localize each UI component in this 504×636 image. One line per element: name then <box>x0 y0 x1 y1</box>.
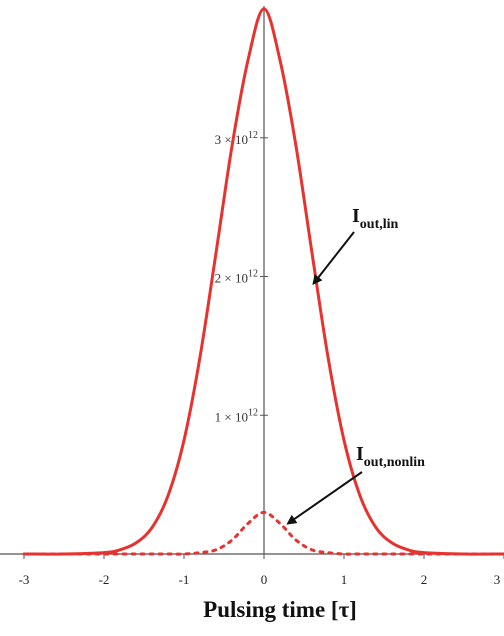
annotation-lin-arrow <box>312 231 355 286</box>
series-lin-line <box>23 7 504 556</box>
annotation-lin-label: Iout,lin <box>352 205 399 232</box>
x-tick-label: 1 <box>341 572 348 587</box>
x-tick-label: -3 <box>19 572 30 587</box>
series-nonlin-line <box>22 510 504 556</box>
x-tick-label: 3 <box>494 572 501 587</box>
series-layer <box>22 7 504 556</box>
x-tick-label: 2 <box>421 572 428 587</box>
annotation-nonlin-arrow <box>286 471 363 525</box>
x-ticks: -3 -2 -1 0 1 2 3 <box>19 554 504 587</box>
annotation-lin: Iout,lin <box>312 205 399 286</box>
x-tick-label: 0 <box>261 572 268 587</box>
x-axis-label: Pulsing time [τ] <box>203 597 357 622</box>
x-tick-label: -1 <box>179 572 190 587</box>
y-ticks: 1 × 1012 2 × 1012 3 × 1012 <box>215 130 268 424</box>
annotation-nonlin-label: Iout,nonlin <box>356 443 425 470</box>
annotation-nonlin: Iout,nonlin <box>286 443 425 525</box>
y-tick-label: 1 × 1012 <box>215 407 258 424</box>
y-tick-label: 2 × 1012 <box>215 269 258 286</box>
y-tick-label: 3 × 1012 <box>215 130 258 147</box>
x-tick-label: -2 <box>99 572 110 587</box>
